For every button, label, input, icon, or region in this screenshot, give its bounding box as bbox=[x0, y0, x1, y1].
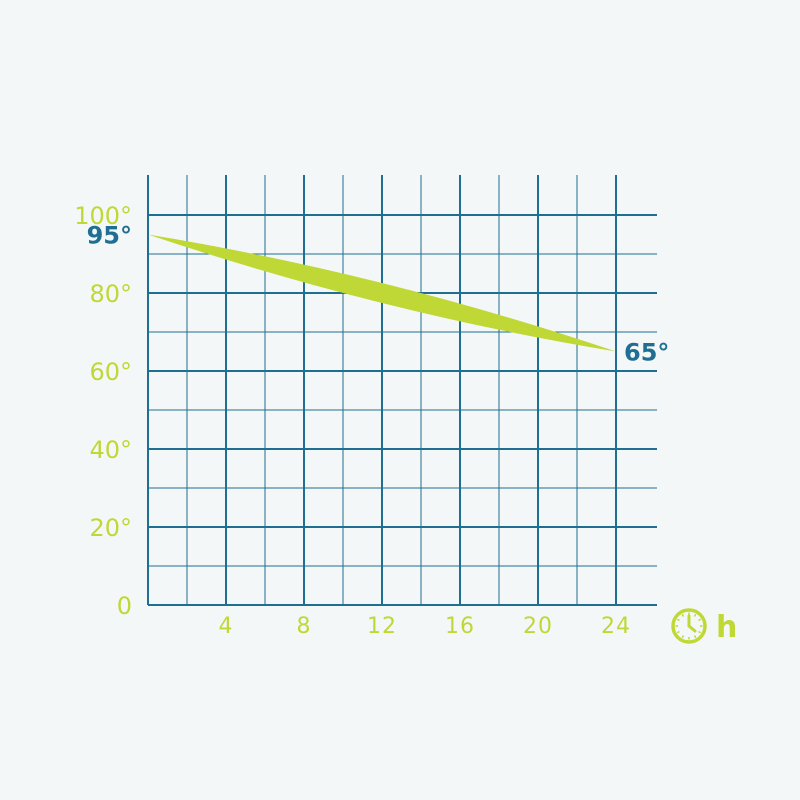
x-axis-unit-label: h bbox=[716, 610, 737, 645]
temperature-band bbox=[148, 234, 616, 352]
callouts: 95° 65° bbox=[87, 222, 670, 367]
y-tick-label: 20° bbox=[89, 514, 132, 542]
y-tick-label: 80° bbox=[89, 280, 132, 308]
x-tick-label: 8 bbox=[297, 614, 312, 639]
callout-label: 95° bbox=[87, 222, 132, 250]
x-tick-label: 16 bbox=[445, 614, 475, 639]
x-tick-label: 12 bbox=[367, 614, 397, 639]
y-tick-label: 60° bbox=[89, 358, 132, 386]
x-tick-label: 24 bbox=[601, 614, 631, 639]
y-tick-label: 100° bbox=[74, 202, 132, 230]
callout-label: 65° bbox=[624, 339, 669, 367]
clock-icon bbox=[671, 608, 707, 644]
x-axis-unit: h bbox=[671, 608, 737, 645]
x-tick-label: 20 bbox=[523, 614, 553, 639]
x-tick-label: 4 bbox=[219, 614, 234, 639]
x-axis-ticks: 4 8 12 16 20 24 bbox=[219, 614, 631, 639]
grid bbox=[147, 175, 657, 606]
y-tick-label: 0 bbox=[117, 592, 132, 620]
y-axis-ticks: 0 20° 40° 60° 80° 100° bbox=[74, 202, 132, 620]
y-tick-label: 40° bbox=[89, 436, 132, 464]
